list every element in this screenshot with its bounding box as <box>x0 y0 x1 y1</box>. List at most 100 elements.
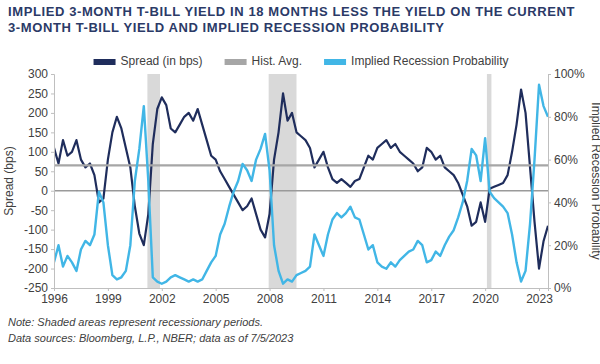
tick-label: 2017 <box>418 292 445 306</box>
tick-mark <box>51 230 54 231</box>
tick-label: 40% <box>554 196 578 210</box>
series-line <box>54 164 548 166</box>
legend: Spread (in bps) Hist. Avg. Implied Recessi… <box>94 54 509 68</box>
tick-mark <box>548 245 551 246</box>
y-axis-line <box>51 75 55 289</box>
tick: 50 <box>35 165 54 179</box>
tick-mark <box>51 132 54 133</box>
tick: 60% <box>548 153 578 167</box>
tick-label: 300 <box>28 67 48 81</box>
tick: -50 <box>31 204 54 218</box>
tick-label: 2020 <box>472 292 499 306</box>
tick-label: 100 <box>28 145 48 159</box>
tick: 2023 <box>526 288 553 306</box>
tick: 2008 <box>257 288 284 306</box>
tick-label: 0 <box>41 184 48 198</box>
tick-mark <box>51 93 54 94</box>
tick-label: 2005 <box>203 292 230 306</box>
tick-label: 250 <box>28 87 48 101</box>
tick: 200 <box>28 106 54 120</box>
legend-item: Hist. Avg. <box>225 54 302 68</box>
series-line <box>54 85 548 284</box>
legend-label: Hist. Avg. <box>252 54 302 68</box>
tick-mark <box>51 152 54 153</box>
tick: 40% <box>548 196 578 210</box>
tick-mark <box>51 249 54 250</box>
tick: 2020 <box>472 288 499 306</box>
y2-axis: 0% 20% 40% 60% 80% 100% <box>548 67 585 295</box>
tick-label: 0% <box>554 281 572 295</box>
tick-label: 200 <box>28 106 48 120</box>
tick: 2002 <box>149 288 176 306</box>
tick: 2014 <box>364 288 391 306</box>
legend-label: Spread (in bps) <box>121 54 203 68</box>
tick: 100% <box>548 67 585 81</box>
tick-label: -250 <box>24 281 48 295</box>
tick-label: -100 <box>24 223 48 237</box>
tick-label: 60% <box>554 153 578 167</box>
tick-label: 80% <box>554 110 578 124</box>
note: Data sources: Bloomberg, L.P., NBER; dat… <box>8 332 294 344</box>
tick-mark <box>548 74 551 75</box>
legend-swatch <box>324 59 346 65</box>
tick-label: 20% <box>554 239 578 253</box>
tick-mark <box>51 113 54 114</box>
tick: -200 <box>24 262 54 276</box>
tick-label: -50 <box>31 204 49 218</box>
tick-label: 150 <box>28 126 48 140</box>
zero-line <box>54 190 548 192</box>
tick-label: -150 <box>24 242 48 256</box>
tick-label: 1999 <box>95 292 122 306</box>
tick: 0 <box>41 184 54 198</box>
tick: 150 <box>28 126 54 140</box>
tick-label: 2011 <box>311 292 337 306</box>
y-axis-title: Spread (bps) <box>2 146 16 215</box>
title-line: IMPLIED 3-MONTH T-BILL YIELD IN 18 MONTH… <box>8 4 575 19</box>
tick: 80% <box>548 110 578 124</box>
tick: -100 <box>24 223 54 237</box>
tick: 300 <box>28 67 54 81</box>
tick-mark <box>548 288 551 289</box>
tick-mark <box>51 191 54 192</box>
y2-axis-line <box>549 75 552 289</box>
tick-mark <box>51 269 54 270</box>
y-axis: -250 -200 -150 -100 -50 0 50 100 150 200 250 300 <box>24 67 55 295</box>
tick-mark <box>51 171 54 172</box>
legend-swatch <box>94 59 116 65</box>
tick: 2011 <box>311 288 337 306</box>
tick: -150 <box>24 242 54 256</box>
tick-label: 2002 <box>149 292 176 306</box>
tick-mark <box>51 74 54 75</box>
legend-item: Spread (in bps) <box>94 54 203 68</box>
title-line: 3-MONTH T-BILL YIELD AND IMPLIED RECESSI… <box>8 20 445 35</box>
tick-mark <box>548 160 551 161</box>
chart-svg: IMPLIED 3-MONTH T-BILL YIELD IN 18 MONTH… <box>0 0 600 364</box>
tick: 100 <box>28 145 54 159</box>
tick: 0% <box>548 281 572 295</box>
tick: -250 <box>24 281 54 295</box>
x-axis: 1996199920022005200820112014201720202023 <box>41 288 553 306</box>
series-line <box>54 90 548 269</box>
tick-mark <box>51 288 54 289</box>
legend-swatch <box>225 59 247 65</box>
note: Note: Shaded areas represent recessionar… <box>8 316 263 328</box>
plot-area <box>54 74 548 288</box>
tick-label: 50 <box>35 165 49 179</box>
tick: 1999 <box>95 288 122 306</box>
tick-label: 2023 <box>526 292 553 306</box>
tick: 2005 <box>203 288 230 306</box>
legend-item: Implied Recession Probability <box>324 54 508 68</box>
tick-mark <box>548 117 551 118</box>
tick: 250 <box>28 87 54 101</box>
tick-label: 2014 <box>364 292 391 306</box>
tick-mark <box>51 210 54 211</box>
tick-mark <box>548 202 551 203</box>
tick-label: 100% <box>554 67 585 81</box>
title: IMPLIED 3-MONTH T-BILL YIELD IN 18 MONTH… <box>8 4 575 35</box>
tick: 2017 <box>418 288 445 306</box>
legend-label: Implied Recession Probability <box>351 54 508 68</box>
tick-label: -200 <box>24 262 48 276</box>
y2-axis-title: Implied Recession Probability <box>589 102 600 259</box>
tick: 20% <box>548 239 578 253</box>
tick-label: 2008 <box>257 292 284 306</box>
